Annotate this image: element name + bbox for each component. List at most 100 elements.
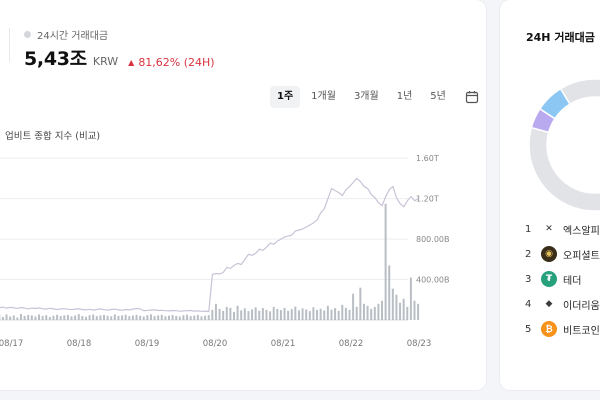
chart-legend: 업비트 종합 지수 (비교) xyxy=(5,131,101,142)
volume-bar xyxy=(135,314,138,320)
tab-1y[interactable]: 1년 xyxy=(396,91,413,102)
volume-bar xyxy=(413,300,416,320)
volume-bar xyxy=(66,314,69,320)
volume-bar xyxy=(355,306,358,320)
volume-bar xyxy=(106,315,109,320)
volume-bar xyxy=(297,310,300,320)
volume-bar xyxy=(312,307,315,320)
volume-bar xyxy=(146,315,149,320)
volume-bar xyxy=(283,307,286,320)
volume-bar xyxy=(326,305,329,320)
rank-number: 4 xyxy=(525,298,532,310)
volume-bar xyxy=(12,315,15,320)
divider xyxy=(9,28,10,62)
volume-bar xyxy=(265,309,268,320)
volume-bar xyxy=(247,311,250,320)
donut-slice xyxy=(538,87,571,120)
volume-bar xyxy=(63,315,66,320)
volume-bar xyxy=(70,316,73,320)
rank-number: 2 xyxy=(525,248,532,260)
volume-bar xyxy=(157,315,160,320)
volume-bar xyxy=(323,310,326,320)
volume-bar xyxy=(251,309,254,320)
volume-bar xyxy=(366,305,369,320)
volume-bar xyxy=(269,311,272,320)
volume-bar xyxy=(417,303,420,320)
calendar-icon[interactable] xyxy=(461,86,483,108)
x-tick-label: 08/18 xyxy=(67,339,92,349)
volume-bar xyxy=(9,316,12,320)
rank-row[interactable]: 1 ✕ 엑스알피 xyxy=(525,221,600,237)
volume-bar xyxy=(30,315,33,320)
volume-bar xyxy=(186,314,189,320)
volume-bar xyxy=(139,315,142,320)
volume-bar xyxy=(52,315,55,320)
volume-bar xyxy=(381,300,383,320)
volume-bar xyxy=(16,317,19,320)
stat-change: ▲ 81,62% (24H) xyxy=(128,56,214,69)
volume-bar xyxy=(388,265,391,320)
tab-1m[interactable]: 1개월 xyxy=(311,91,336,102)
y-tick-label: 1.60T xyxy=(416,154,439,163)
volume-bar xyxy=(27,314,30,320)
volume-bar xyxy=(406,306,409,320)
stat-change-value: 81,62% (24H) xyxy=(138,56,215,69)
rank-number: 5 xyxy=(525,323,532,335)
volume-bar xyxy=(117,315,120,320)
x-tick-label: 08/23 xyxy=(407,339,432,349)
volume-bar xyxy=(110,316,113,320)
volume-bar xyxy=(391,288,394,320)
dot-icon xyxy=(24,31,31,38)
volume-bar xyxy=(113,314,116,320)
y-tick-label: 400.00B xyxy=(416,276,449,285)
volume-bar xyxy=(211,309,214,320)
opmt-icon: ◉ xyxy=(541,246,557,262)
volume-bar xyxy=(261,308,264,320)
volume-bar xyxy=(164,316,167,320)
volume-bar xyxy=(348,309,351,320)
volume-bar xyxy=(92,314,95,320)
rank-row[interactable]: 3 ₮ 테더 xyxy=(525,271,581,287)
x-icon: ✕ xyxy=(541,221,557,237)
volume-bar xyxy=(19,313,22,320)
volume-bar xyxy=(204,315,207,320)
stat-value-row: 5,43조 KRW ▲ 81,62% (24H) xyxy=(24,44,215,71)
volume-chart: 400.00B 800.00B 1.20T 1.60T 08/17 08/18 08/19 0… xyxy=(0,154,449,349)
volume-bar xyxy=(178,316,181,320)
volume-bar xyxy=(229,307,232,320)
donut-slice xyxy=(528,78,600,212)
tab-5y[interactable]: 5년 xyxy=(430,91,446,102)
up-triangle-icon: ▲ xyxy=(128,58,135,67)
rank-row[interactable]: 5 ₿ 비트코인 xyxy=(525,321,600,337)
volume-bar xyxy=(149,314,152,320)
volume-bar xyxy=(41,315,44,320)
stat-unit: KRW xyxy=(92,55,119,68)
volume-bar xyxy=(319,308,322,320)
volume-bar xyxy=(316,309,319,320)
volume-bar xyxy=(236,305,239,320)
volume-bar xyxy=(99,315,102,320)
rank-row[interactable]: 2 ◉ 오피셜트 xyxy=(525,246,600,262)
tab-1w[interactable]: 1주 xyxy=(270,86,301,108)
rank-row[interactable]: 4 ◆ 이더리움 xyxy=(525,296,600,312)
volume-bar xyxy=(189,316,192,320)
volume-bar xyxy=(34,316,37,320)
volume-bar xyxy=(232,311,235,320)
coin-name: 비트코인 xyxy=(563,325,600,337)
volume-bar xyxy=(59,316,62,320)
bitcoin-icon: ₿ xyxy=(541,321,557,337)
volume-bar xyxy=(81,315,84,320)
volume-bar xyxy=(193,315,196,320)
coin-name: 오피셜트 xyxy=(563,250,600,262)
volume-bar xyxy=(168,315,170,320)
tab-3m[interactable]: 3개월 xyxy=(353,91,379,102)
trade-volume-card: 24시간 거래대금 5,43조 KRW ▲ 81,62% (24H) 1주 1개… xyxy=(0,0,486,390)
volume-bar xyxy=(243,308,246,320)
volume-bar xyxy=(225,306,228,320)
volume-bar xyxy=(337,310,340,320)
volume-bar xyxy=(373,306,376,320)
volume-bar xyxy=(171,315,174,320)
x-tick-label: 08/22 xyxy=(339,339,364,349)
rank-number: 3 xyxy=(525,273,532,285)
volume-bar xyxy=(222,310,225,320)
